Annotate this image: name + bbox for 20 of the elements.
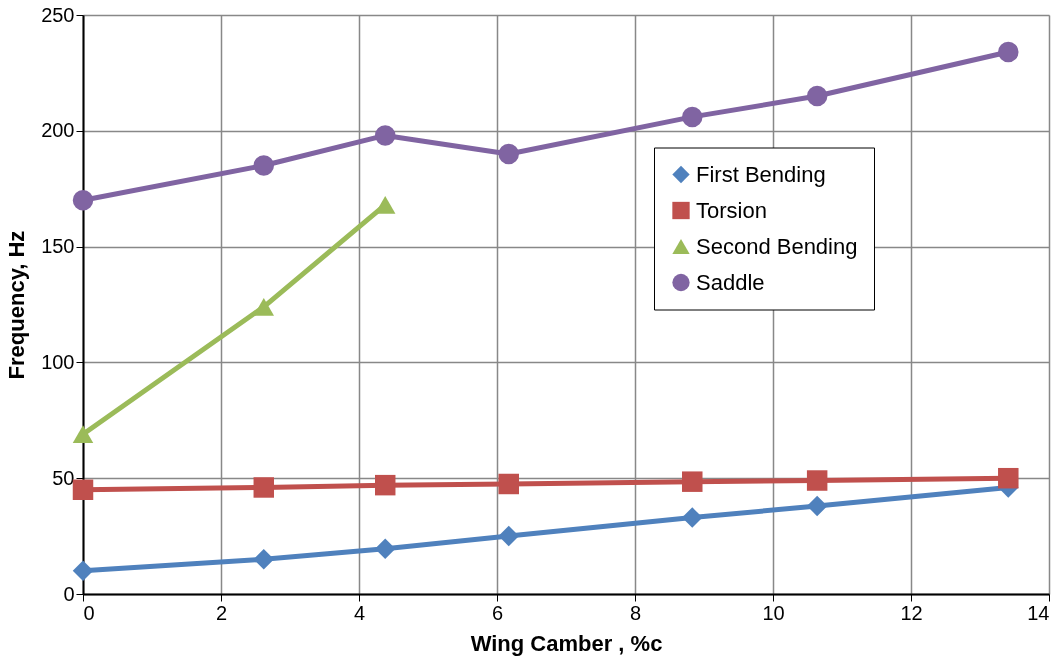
y-tick-label: 200 bbox=[41, 119, 75, 142]
x-tick-label: 6 bbox=[491, 601, 504, 624]
y-tick-label: 150 bbox=[41, 235, 75, 258]
legend-label: Saddle bbox=[696, 269, 765, 295]
x-tick-label: 2 bbox=[215, 601, 228, 624]
x-tick-label: 4 bbox=[353, 601, 366, 624]
x-tick-label: 8 bbox=[629, 601, 642, 624]
y-tick-label: 100 bbox=[41, 350, 75, 373]
y-tick-label: 250 bbox=[41, 3, 75, 26]
x-axis-title: Wing Camber , %c bbox=[470, 630, 663, 656]
x-tick-label: 10 bbox=[762, 601, 785, 624]
y-tick-label: 0 bbox=[63, 582, 75, 605]
y-axis-title: Frequency, Hz bbox=[4, 230, 30, 380]
x-tick-label: 14 bbox=[1027, 601, 1050, 624]
legend-label: Torsion bbox=[696, 197, 767, 223]
y-tick-label: 50 bbox=[52, 466, 75, 489]
legend-label: First Bending bbox=[696, 161, 826, 187]
x-tick-label: 0 bbox=[83, 601, 95, 624]
x-tick-label: 12 bbox=[900, 601, 923, 624]
legend-label: Second Bending bbox=[696, 233, 858, 259]
